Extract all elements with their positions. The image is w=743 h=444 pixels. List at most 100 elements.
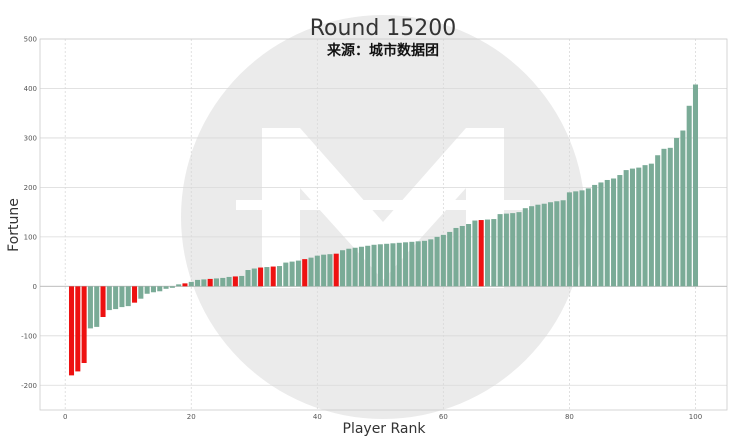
bar [421,240,427,287]
bar [503,213,509,287]
bar [302,259,308,287]
bar [106,286,112,311]
y-axis-label: Fortune [6,198,22,252]
bar [75,286,81,372]
bar [648,163,654,287]
bar [258,267,264,287]
bar [623,170,629,287]
bar [566,192,572,287]
bar [692,84,699,287]
bar [283,262,289,287]
y-tick-label: 100 [24,233,37,241]
bar [125,286,131,307]
x-tick-labels: 0 20 40 60 80 100 [63,413,702,421]
bar [207,278,213,287]
bar [371,244,377,287]
bar [113,286,119,310]
bar [459,225,465,287]
bar [680,130,686,287]
bar [560,200,566,287]
bar [592,184,598,287]
bar [270,266,276,287]
bar [327,254,333,287]
bar [239,275,245,287]
bar [308,257,314,287]
bar [232,276,238,287]
bar [365,245,371,287]
bar [314,255,320,287]
bar [188,281,194,287]
bar [68,286,75,376]
bar [522,208,528,287]
x-tick-label: 40 [313,413,322,421]
bar [169,286,175,288]
bar [346,248,352,287]
x-tick-label: 60 [439,413,448,421]
bar [579,190,585,287]
bar [453,227,459,287]
chart-subtitle: 来源：城市数据团 [326,42,439,59]
bar [541,203,547,287]
bar [384,243,390,287]
bar [245,270,251,287]
bar [415,241,421,287]
bar [182,283,188,287]
bar [119,286,125,308]
bar [81,286,87,364]
y-tick-label: 0 [33,283,37,291]
bar [585,188,591,287]
bar [611,178,617,287]
bar [667,147,673,287]
y-tick-label: -100 [21,332,37,340]
bar [289,261,295,287]
bar [491,219,497,287]
bar [358,246,364,287]
bars [68,84,699,376]
bar [478,220,484,287]
bar [447,231,453,287]
bar [157,286,163,292]
bar [176,284,182,287]
bar [321,254,327,287]
bar [434,236,440,287]
bar [213,278,219,287]
bar [535,204,541,287]
bar [94,286,100,327]
bar [226,276,232,287]
bar [403,242,409,287]
bar [132,286,138,303]
bar [642,165,648,287]
bar [510,213,516,287]
bar [529,206,535,287]
bar [264,267,270,287]
bar [377,244,383,287]
bar [195,279,201,287]
bar [440,234,446,287]
y-tick-label: 200 [24,184,37,192]
x-axis-label: Player Rank [343,421,427,437]
plot-border [39,38,728,411]
bar [144,286,150,294]
x-tick-label: 0 [63,413,67,421]
bar [497,214,503,287]
bar [661,148,667,287]
bar [100,286,106,318]
bar [276,266,283,287]
y-tick-label: 500 [24,36,37,44]
bar [629,168,635,287]
bar [251,268,257,287]
bar [636,167,642,287]
bar [396,242,402,287]
bar [466,224,472,287]
bar [617,175,623,287]
bar [428,239,434,287]
y-tick-label: -200 [21,382,37,390]
bar [163,286,169,289]
bar [390,243,396,287]
bar [516,212,522,287]
bar [87,286,93,329]
y-tick-label: 400 [24,85,37,93]
bar [409,241,415,287]
